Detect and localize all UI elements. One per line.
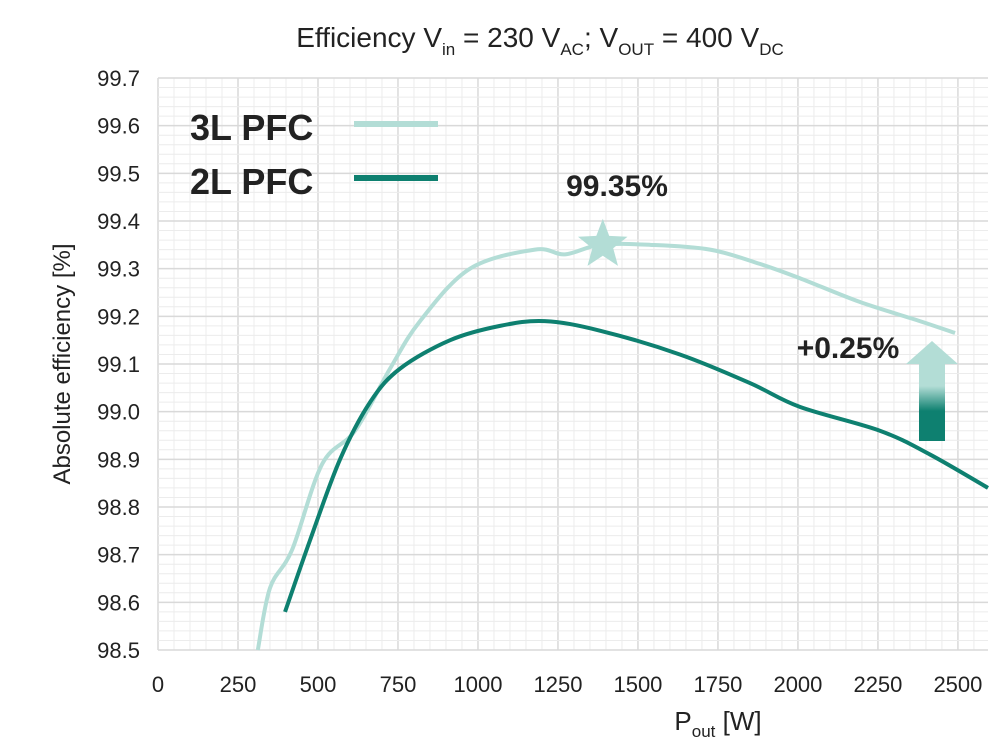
x-tick-label: 1500 — [613, 672, 662, 697]
y-tick-label: 99.7 — [97, 66, 140, 91]
y-tick-label: 98.9 — [97, 447, 140, 472]
series-line-3l — [255, 241, 956, 651]
x-tick-label: 500 — [300, 672, 337, 697]
gain-label: +0.25% — [797, 332, 900, 365]
x-tick-label: 2250 — [853, 672, 902, 697]
x-tick-label: 1250 — [533, 672, 582, 697]
y-axis-label: Absolute efficiency [%] — [49, 243, 76, 484]
x-tick-label: 1750 — [693, 672, 742, 697]
x-tick-label: 2500 — [933, 672, 982, 697]
x-tick-label: 750 — [380, 672, 417, 697]
x-axis-label: Pout [W] — [674, 706, 761, 740]
y-tick-label: 98.8 — [97, 495, 140, 520]
y-tick-label: 98.6 — [97, 590, 140, 615]
series-line-2l — [283, 318, 989, 613]
y-tick-label: 99.0 — [97, 400, 140, 425]
y-tick-label: 99.5 — [97, 161, 140, 186]
x-tick-label: 1000 — [453, 672, 502, 697]
y-tick-label: 99.1 — [97, 352, 140, 377]
y-tick-label: 98.5 — [97, 638, 140, 663]
chart-title: Efficiency Vin = 230 VAC; VOUT = 400 VDC — [296, 22, 784, 59]
x-tick-label: 250 — [220, 672, 257, 697]
legend-label-2l: 2L PFC — [190, 161, 313, 202]
peak-star-marker — [578, 218, 628, 266]
gain-arrow-icon — [906, 341, 958, 441]
legend-label-3l: 3L PFC — [190, 107, 313, 148]
y-tick-label: 99.2 — [97, 304, 140, 329]
y-tick-label: 99.4 — [97, 209, 140, 234]
y-tick-label: 99.6 — [97, 114, 140, 139]
y-tick-label: 99.3 — [97, 257, 140, 282]
x-tick-label: 0 — [152, 672, 164, 697]
peak-label: 99.35% — [566, 170, 668, 203]
x-tick-label: 2000 — [773, 672, 822, 697]
y-tick-label: 98.7 — [97, 543, 140, 568]
